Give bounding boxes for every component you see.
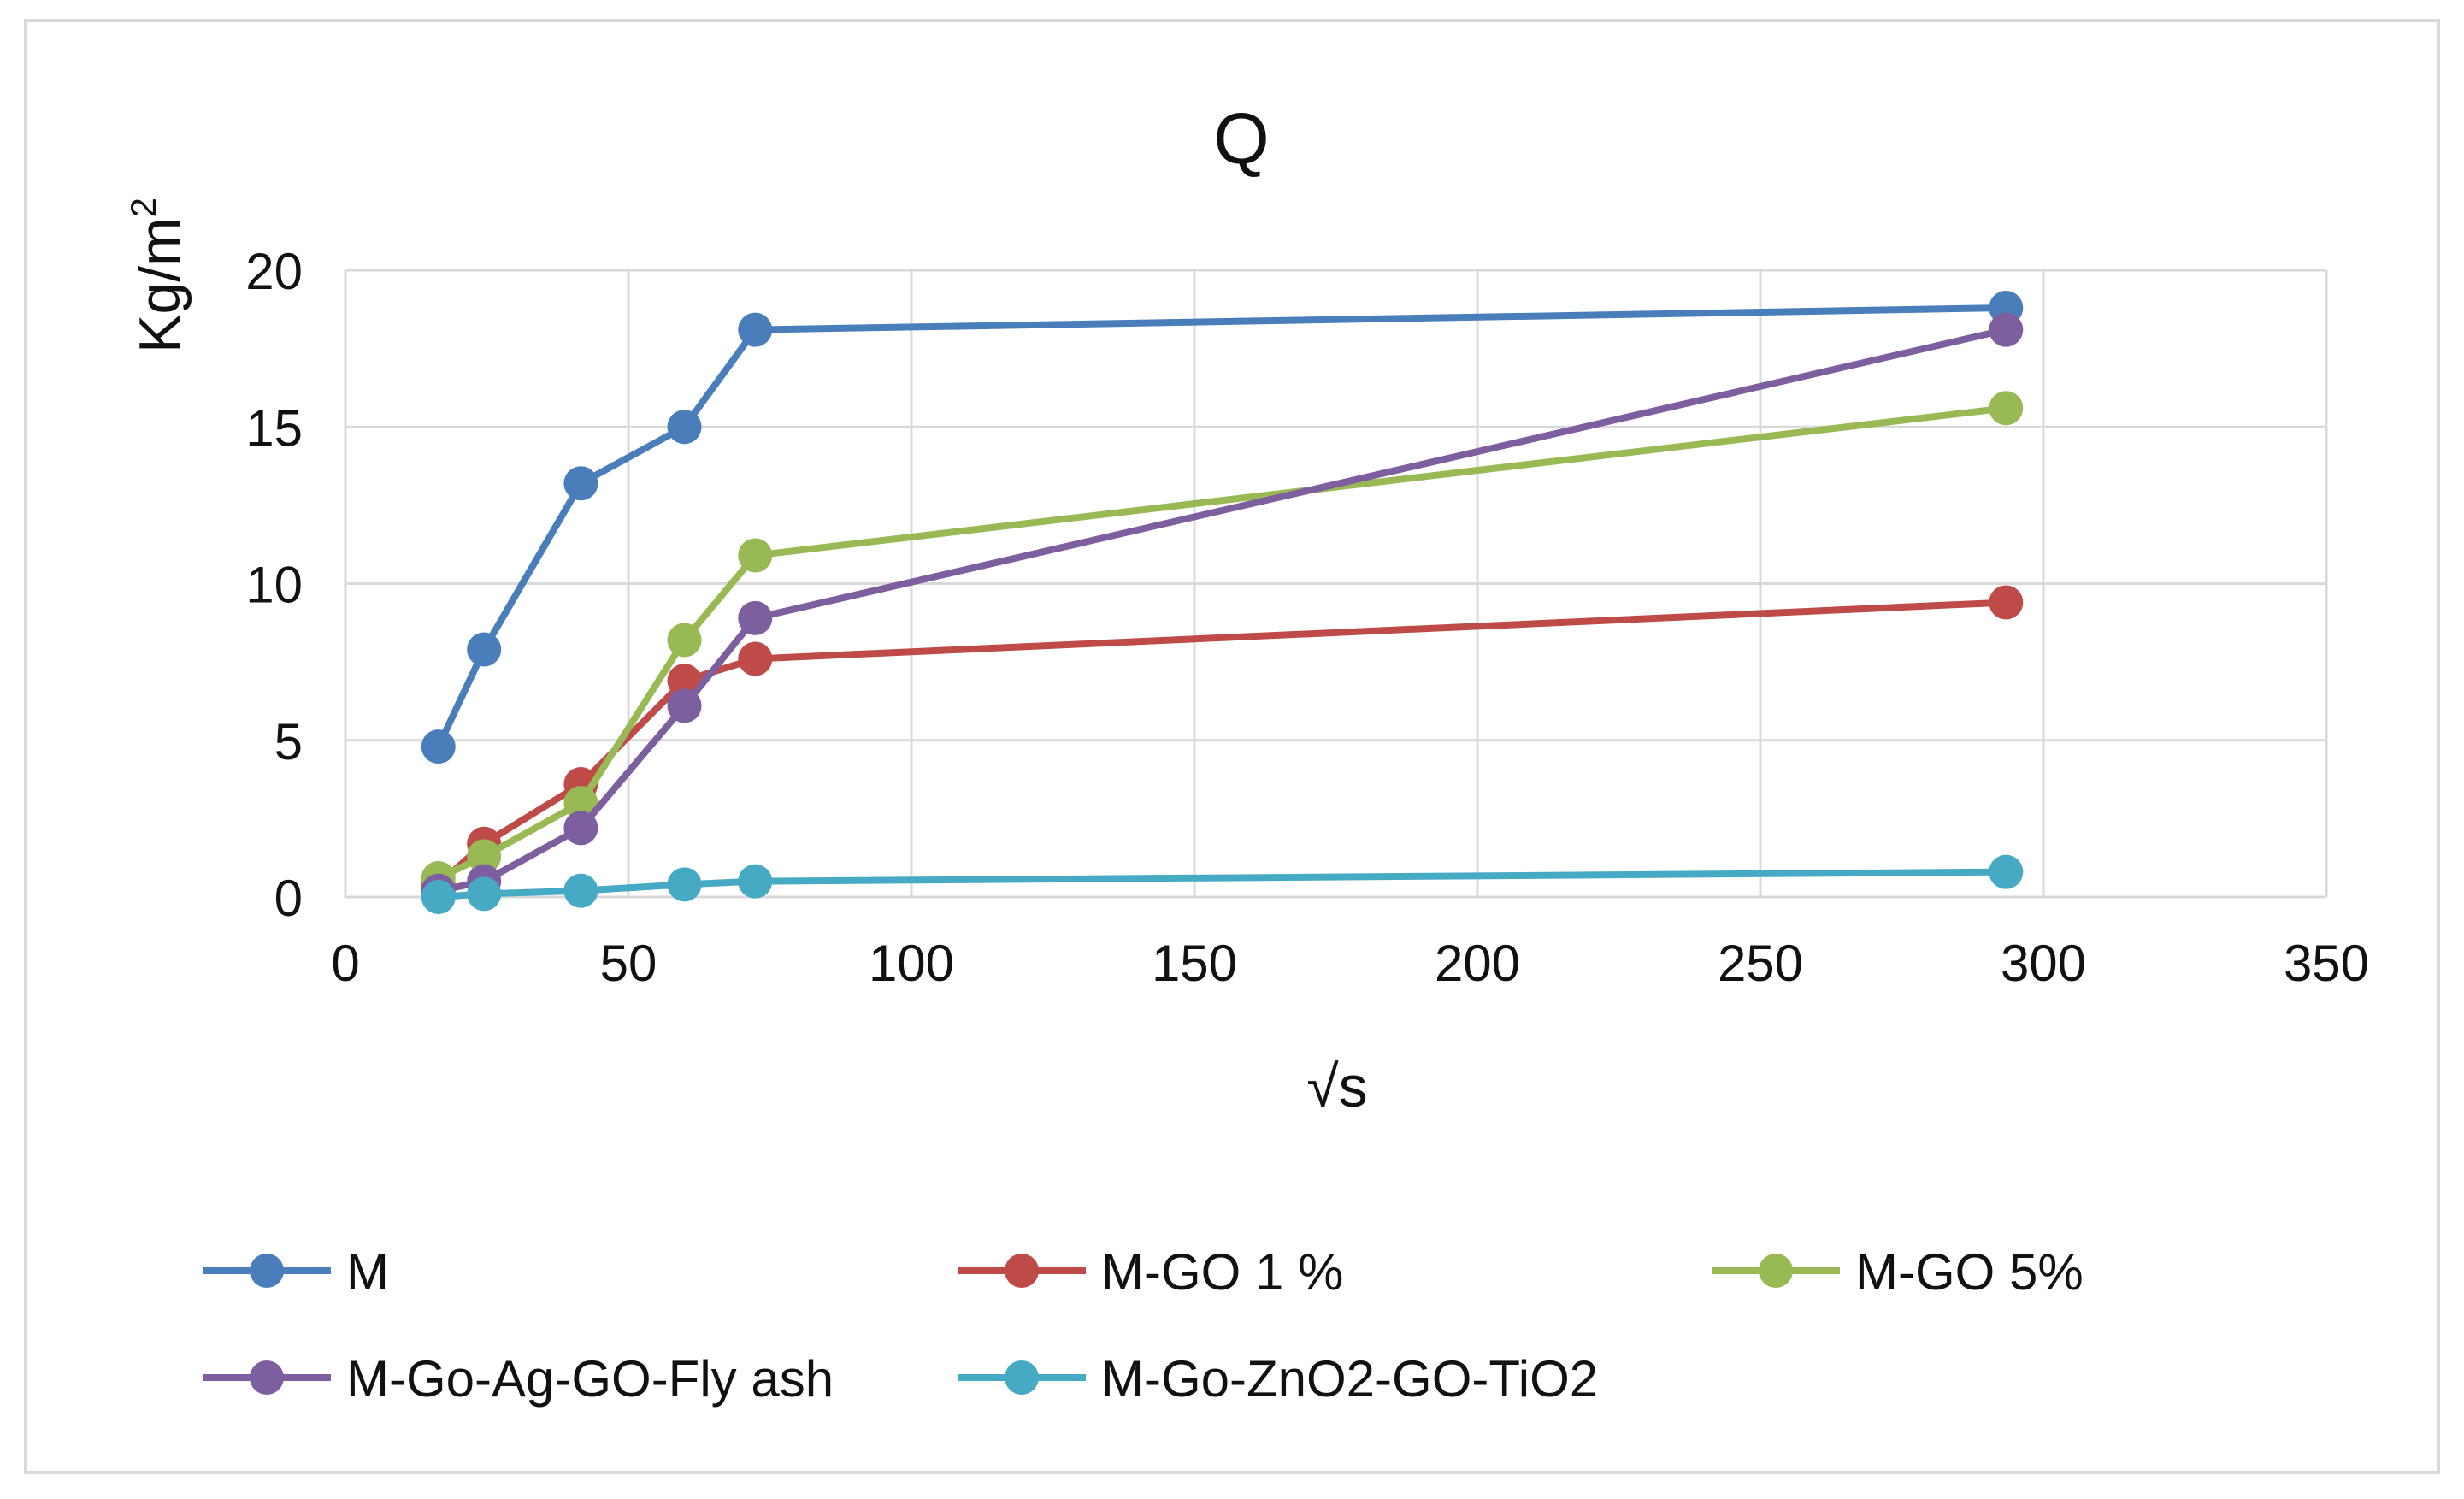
- series-layer: [421, 290, 2024, 914]
- data-point-m-3: [667, 410, 702, 445]
- series-m-go-zno2-go-tio2: [421, 854, 2024, 914]
- data-point-m-0: [421, 729, 456, 764]
- x-tick-label-300: 300: [2001, 935, 2086, 992]
- data-point-m-go-1-3: [667, 664, 702, 699]
- series-m-go-1: [421, 585, 2024, 902]
- legend-label-m-go-1: M-GO 1 %: [1101, 1243, 1343, 1301]
- y-axis-label-text: Kg/m: [127, 217, 192, 353]
- data-point-m-go-5-1: [467, 839, 502, 874]
- data-point-m-1: [467, 632, 502, 667]
- y-tick-label-20: 20: [245, 243, 303, 300]
- data-point-m-go-zno2-go-tio2-4: [738, 864, 773, 899]
- data-point-m-go-ag-go-fly-ash-4: [738, 600, 773, 635]
- legend-layer: M M-GO 1 % M-GO 5% M-Go-Ag-GO-Fly ash M-Go-Z…: [203, 1243, 2084, 1408]
- x-tick-label-0: 0: [331, 935, 359, 992]
- grid-layer: [344, 269, 2328, 899]
- x-tick-label-150: 150: [1152, 935, 1237, 992]
- legend-label-m-go-ag-go-fly-ash: M-Go-Ag-GO-Fly ash: [346, 1350, 834, 1408]
- data-point-m-go-5-5: [1989, 391, 2024, 426]
- legend-entry-m-go-1: M-GO 1 %: [958, 1243, 1343, 1301]
- legend-entry-m: M: [203, 1243, 389, 1301]
- data-point-m-go-ag-go-fly-ash-2: [563, 811, 598, 846]
- data-point-m-go-5-3: [667, 623, 702, 658]
- y-tick-label-10: 10: [245, 557, 303, 614]
- x-tick-label-350: 350: [2284, 935, 2369, 992]
- data-point-m-4: [738, 312, 773, 347]
- x-tick-label-100: 100: [869, 935, 954, 992]
- data-point-m-go-1-4: [738, 641, 773, 676]
- x-axis-label: √s: [1306, 1054, 1367, 1119]
- data-point-m-go-zno2-go-tio2-0: [421, 880, 456, 914]
- legend-label-m-go-5: M-GO 5%: [1855, 1243, 2084, 1301]
- x-tick-label-200: 200: [1435, 935, 1520, 992]
- legend-marker-m-go-zno2-go-tio2: [1005, 1360, 1039, 1395]
- data-point-m-go-1-5: [1989, 585, 2024, 620]
- x-tick-label-250: 250: [1718, 935, 1803, 992]
- legend-marker-m: [250, 1254, 284, 1288]
- data-point-m-go-5-2: [563, 786, 598, 821]
- y-axis-label-superscript: 2: [123, 198, 163, 217]
- y-tick-label-5: 5: [274, 713, 303, 770]
- data-point-m-go-ag-go-fly-ash-5: [1989, 312, 2024, 347]
- series-line-m: [435, 304, 2007, 748]
- legend-marker-m-go-1: [1005, 1254, 1039, 1288]
- legend-label-m: M: [346, 1243, 389, 1301]
- chart-title: Q: [1213, 98, 1269, 179]
- data-point-m-2: [563, 466, 598, 501]
- series-m: [421, 290, 2024, 764]
- legend-marker-m-go-5: [1759, 1254, 1793, 1288]
- legend-entry-m-go-5: M-GO 5%: [1712, 1243, 2084, 1301]
- legend-label-m-go-zno2-go-tio2: M-Go-ZnO2-GO-TiO2: [1101, 1350, 1598, 1408]
- data-point-m-go-zno2-go-tio2-5: [1989, 854, 2024, 889]
- legend-marker-m-go-ag-go-fly-ash: [250, 1360, 284, 1395]
- legend-entry-m-go-ag-go-fly-ash: M-Go-Ag-GO-Fly ash: [203, 1350, 834, 1408]
- data-point-m-go-zno2-go-tio2-1: [467, 876, 502, 912]
- data-point-m-go-5-4: [738, 538, 773, 573]
- y-axis-label: Kg/m2: [123, 198, 192, 353]
- y-tick-label-0: 0: [274, 870, 303, 927]
- legend-entry-m-go-zno2-go-tio2: M-Go-ZnO2-GO-TiO2: [958, 1350, 1598, 1408]
- data-point-m-go-zno2-go-tio2-3: [667, 867, 702, 902]
- x-tick-label-50: 50: [600, 935, 657, 992]
- data-point-m-go-ag-go-fly-ash-3: [667, 688, 702, 723]
- y-tick-label-15: 15: [245, 399, 303, 457]
- data-point-m-go-zno2-go-tio2-2: [563, 873, 598, 908]
- series-m-go-5: [421, 391, 2024, 896]
